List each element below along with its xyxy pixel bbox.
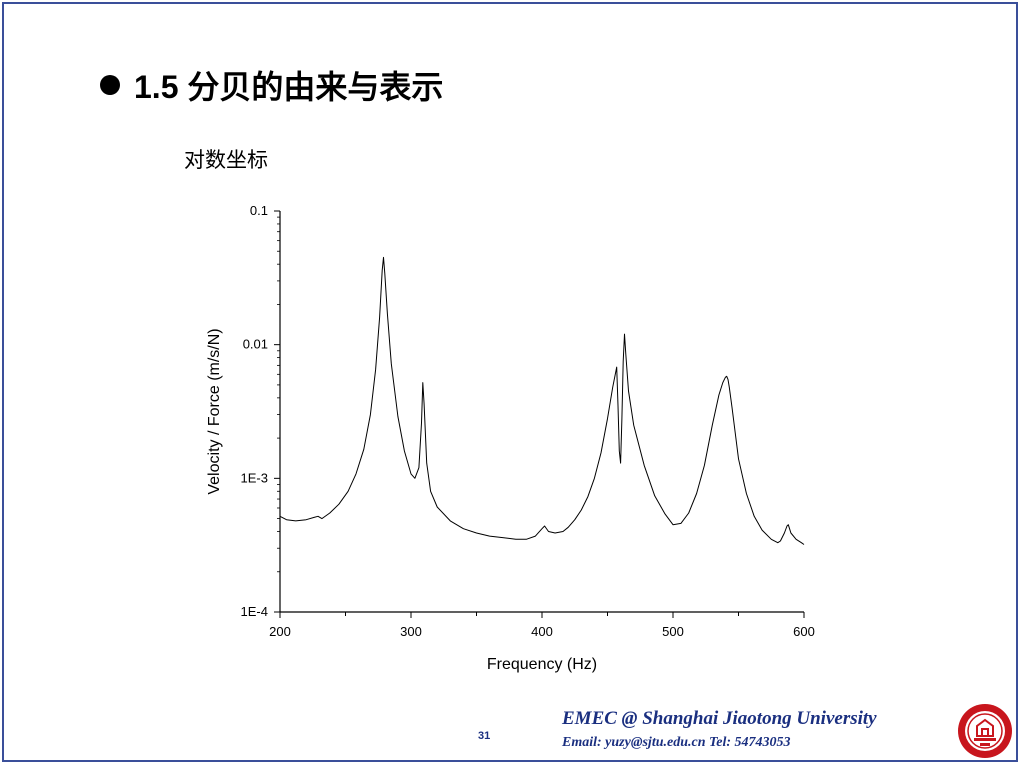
y-tick-label: 1E-4 [241, 604, 268, 619]
footer-organization: EMEC @ Shanghai Jiaotong University [562, 708, 877, 729]
x-tick-label: 400 [531, 624, 553, 639]
y-tick-label: 0.1 [250, 203, 268, 218]
frequency-response-chart: 200 300 400 500 600 0.1 0.01 1E-3 1E-4 Frequency … [206, 203, 815, 673]
y-tick-label: 1E-3 [241, 470, 268, 485]
x-axis-title: Frequency (Hz) [487, 656, 597, 673]
y-tick-label: 0.01 [243, 337, 268, 352]
y-axis-title: Velocity / Force (m/s/N) [206, 328, 223, 494]
x-tick-label: 300 [400, 624, 422, 639]
slide-title-row: 1.5 分贝的由来与表示 [100, 62, 443, 108]
series-line [279, 256, 805, 545]
footer-contact: Email: yuzy@sjtu.edu.cn Tel: 54743053 [562, 735, 791, 750]
university-seal-icon [958, 704, 1012, 758]
slide-number: 31 [478, 730, 491, 742]
bullet-icon [100, 75, 120, 95]
slide-title: 1.5 分贝的由来与表示 [134, 69, 444, 105]
x-tick-label: 200 [269, 624, 291, 639]
slide-subtitle: 对数坐标 [184, 148, 268, 172]
x-tick-label: 600 [793, 624, 815, 639]
x-tick-label: 500 [662, 624, 684, 639]
